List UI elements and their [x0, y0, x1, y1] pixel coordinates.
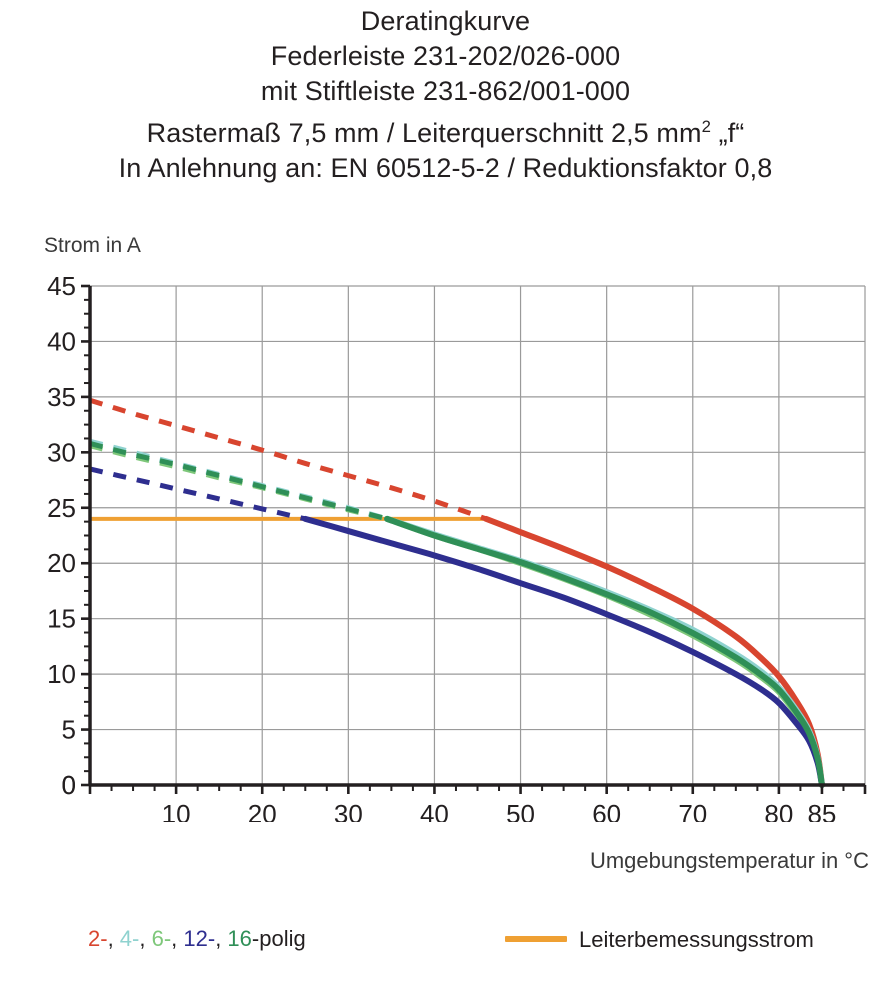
- legend-pole-token-8: 16: [227, 926, 252, 951]
- y-tick-label: 40: [47, 326, 76, 356]
- series-solid-16-polig: [384, 515, 825, 788]
- plot-area: 0 5 10 15 20 25 30 35 40 45 10 20 30 40 50 60 70 80 85 0: [0, 262, 891, 822]
- y-tick-label: 30: [47, 437, 76, 467]
- x-tick-label: 10: [162, 799, 191, 822]
- y-tick-label: 10: [47, 659, 76, 689]
- x-tick-label: 85: [807, 799, 836, 822]
- y-tick-label: 45: [47, 271, 76, 301]
- legend-pole-token-0: 2-: [88, 926, 108, 951]
- legend-pole-token-4: 6-: [151, 926, 172, 951]
- x-tick-label: 50: [506, 799, 535, 822]
- x-tick-label: 60: [592, 799, 621, 822]
- x-tick-label: 40: [420, 799, 449, 822]
- x-tick-label: 30: [334, 799, 363, 822]
- y-tick-label: 0: [62, 770, 76, 800]
- series-solid-12-polig: [302, 515, 825, 788]
- series-dashed-12-polig: [89, 466, 306, 522]
- x-tick-label: 80: [764, 799, 793, 822]
- series-dashed-2-polig: [89, 397, 487, 522]
- title-line-1: Deratingkurve: [360, 6, 531, 36]
- legend-pole-token-3: ,: [139, 926, 152, 951]
- series-dashed-16-polig: [89, 441, 388, 522]
- legend-pole-token-9: -polig: [251, 926, 306, 951]
- series-solid-2-polig: [483, 515, 825, 788]
- legend-pole-token-5: ,: [171, 926, 184, 951]
- legend-poles: 2-, 4-, 6-, 12-, 16-polig: [88, 926, 306, 952]
- x-tick-label: 70: [678, 799, 707, 822]
- title-line-4: Rastermaß 7,5 mm / Leiterquerschnitt 2,5…: [0, 109, 891, 151]
- legend-pole-token-7: ,: [215, 926, 228, 951]
- chart-legend: 2-, 4-, 6-, 12-, 16-polig Leiterbemessun…: [0, 926, 891, 966]
- legend-pole-token-6: 12-: [183, 926, 216, 951]
- y-axis-label: Strom in A: [44, 234, 141, 257]
- y-tick-label: 25: [47, 493, 76, 523]
- title-line-3: mit Stiftleiste 231-862/001-000: [260, 76, 631, 106]
- title-line-4-main: Rastermaß 7,5 mm / Leiterquerschnitt 2,5…: [146, 118, 702, 148]
- legend-pole-token-1: ,: [107, 926, 120, 951]
- title-line-5: In Anlehnung an: EN 60512-5-2 / Reduktio…: [118, 153, 773, 183]
- x-axis-label: Umgebungstemperatur in °C: [589, 848, 869, 873]
- y-tick-label: 20: [47, 548, 76, 578]
- rated-current-swatch: [505, 935, 567, 942]
- chart-title: Deratingkurve Federleiste 231-202/026-00…: [0, 0, 891, 186]
- legend-pole-token-2: 4-: [119, 926, 140, 951]
- rated-current-label: Leiterbemessungsstrom: [579, 927, 814, 953]
- origin-label: 0: [62, 770, 76, 800]
- y-tick-label: 5: [62, 715, 76, 745]
- title-line-4-superscript: 2: [701, 117, 711, 136]
- title-line-2: Federleiste 231-202/026-000: [270, 41, 621, 71]
- title-line-4-tail: „f“: [711, 118, 745, 148]
- y-tick-label: 15: [47, 604, 76, 634]
- y-tick-label: 35: [47, 382, 76, 412]
- legend-rated-current: Leiterbemessungsstrom: [505, 926, 814, 953]
- x-tick-label: 20: [248, 799, 277, 822]
